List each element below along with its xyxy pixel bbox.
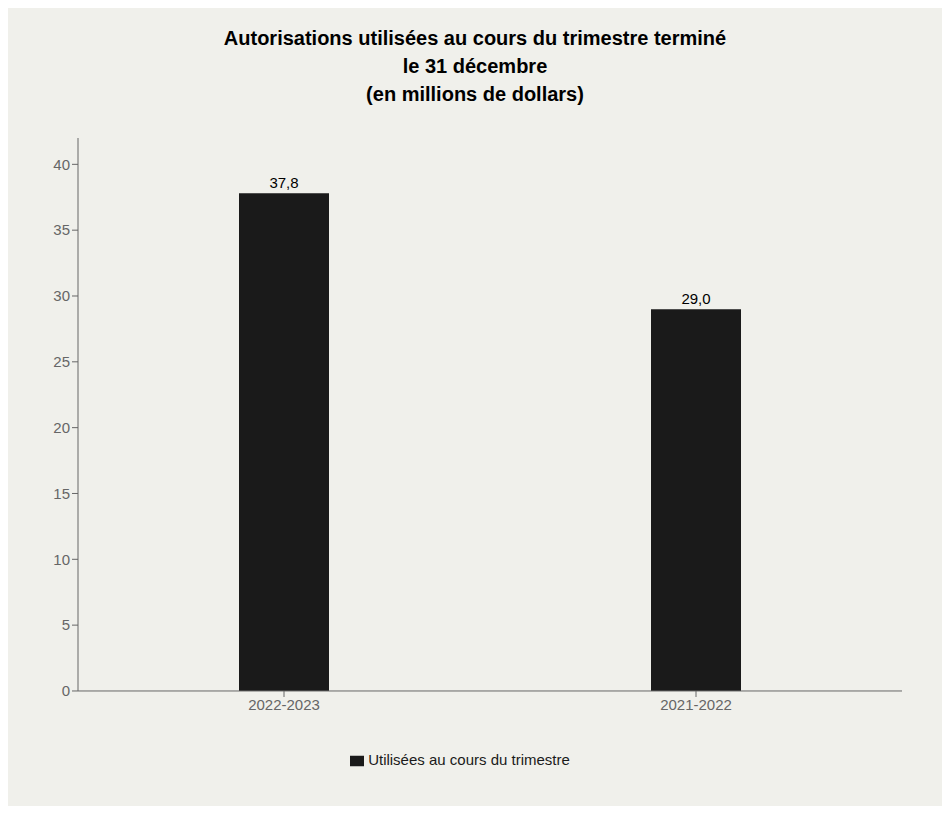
html-text:(en millions de dollars): (en millions de dollars) xyxy=(366,83,584,105)
svg-text:10: 10 xyxy=(53,551,70,568)
svg-text:5: 5 xyxy=(62,616,70,633)
html-text:Utilisées au cours du trimestr: Utilisées au cours du trimestre xyxy=(368,751,570,768)
svg-text:15: 15 xyxy=(53,485,70,502)
svg-text:37,8: 37,8 xyxy=(269,174,298,191)
html-text:le 31 décembre: le 31 décembre xyxy=(402,55,548,77)
svg-text:35: 35 xyxy=(53,221,70,238)
svg-text:25: 25 xyxy=(53,353,70,370)
svg-text:0: 0 xyxy=(62,682,70,699)
html-text:Autorisations utilisées au cou: Autorisations utilisées au cours du trim… xyxy=(223,27,727,49)
svg-text:2021-2022: 2021-2022 xyxy=(660,696,732,713)
svg-text:29,0: 29,0 xyxy=(681,290,710,307)
svg-text:30: 30 xyxy=(53,287,70,304)
svg-text:20: 20 xyxy=(53,419,70,436)
svg-text:40: 40 xyxy=(53,156,70,173)
svg-text:2022-2023: 2022-2023 xyxy=(248,696,320,713)
